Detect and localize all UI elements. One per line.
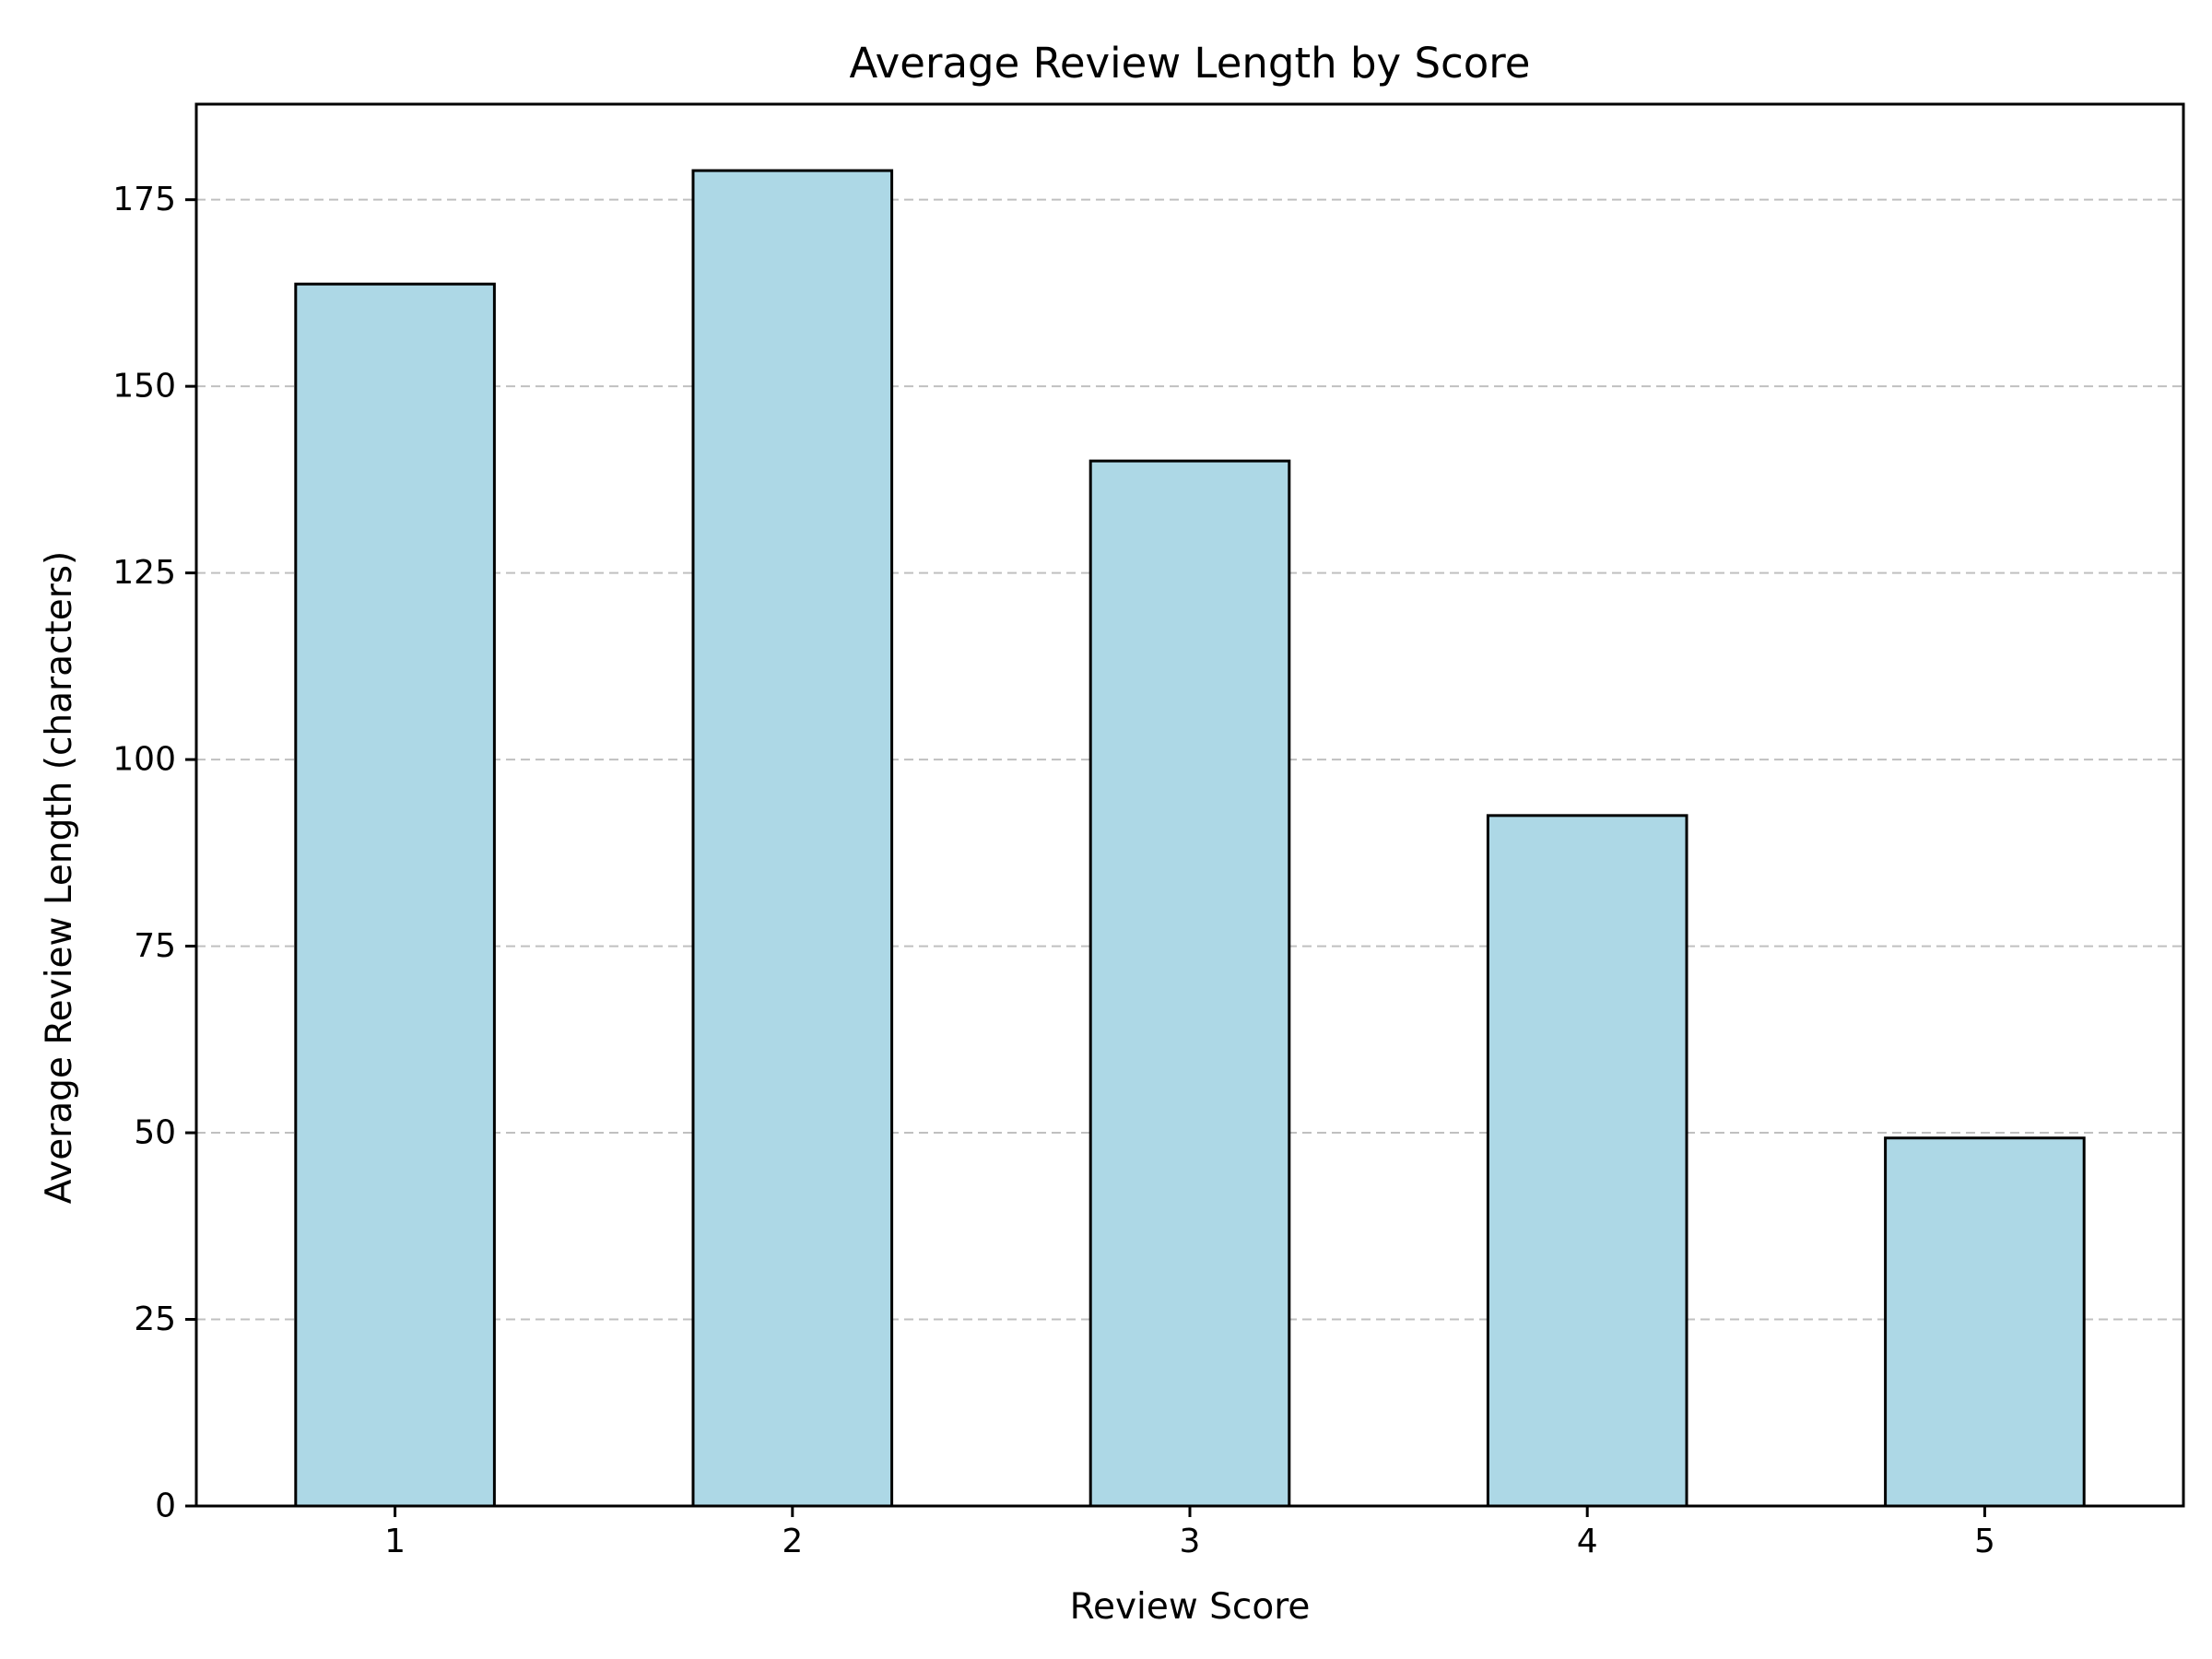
bar — [691, 169, 894, 1508]
x-tick-label: 3 — [1180, 1523, 1201, 1560]
y-tick-label: 125 — [112, 554, 176, 592]
y-axis: 0 25 50 75 100 125 150 175 — [112, 181, 196, 1525]
y-tick-label: 150 — [112, 368, 176, 406]
x-axis: 1 2 3 4 5 — [384, 1506, 1995, 1560]
bar — [1088, 459, 1291, 1508]
bar — [1486, 814, 1688, 1508]
y-tick-label: 100 — [112, 741, 176, 779]
x-tick-label: 1 — [384, 1523, 406, 1560]
y-axis-label: Average Review Length (characters) — [39, 551, 80, 1205]
x-tick-label: 2 — [782, 1523, 803, 1560]
x-tick-label: 4 — [1577, 1523, 1598, 1560]
y-tick-label: 75 — [134, 927, 176, 965]
y-tick-label: 25 — [134, 1300, 176, 1338]
x-tick-label: 5 — [1974, 1523, 1995, 1560]
y-tick-label: 50 — [134, 1114, 176, 1152]
y-tick-label: 175 — [112, 181, 176, 218]
bar — [1884, 1136, 2086, 1508]
chart-title: Average Review Length by Score — [849, 39, 1530, 88]
y-tick-label: 0 — [155, 1488, 176, 1525]
x-axis-label: Review Score — [1070, 1586, 1311, 1628]
bar — [294, 282, 496, 1508]
